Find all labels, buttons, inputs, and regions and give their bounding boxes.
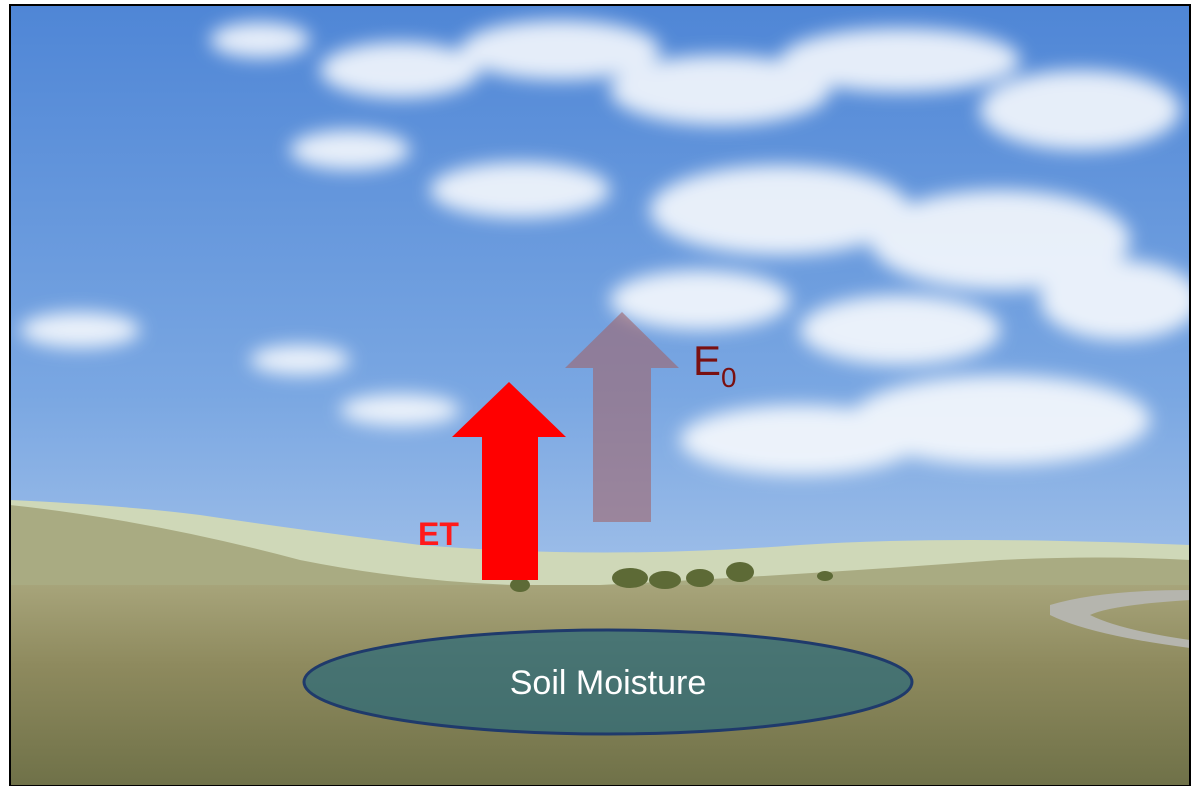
e0-main: E (693, 337, 721, 384)
frame (9, 4, 1191, 786)
e0-subscript: 0 (721, 362, 737, 393)
e0-label: E0 (693, 337, 737, 393)
et-label: ET (418, 516, 459, 552)
e0-arrow (565, 312, 679, 522)
soil-moisture-label: Soil Moisture (510, 664, 707, 702)
clouds (20, 20, 1190, 475)
trees (510, 562, 833, 592)
et-arrow (452, 382, 566, 580)
road (1050, 590, 1190, 648)
soil-moisture-ellipse (302, 628, 914, 736)
